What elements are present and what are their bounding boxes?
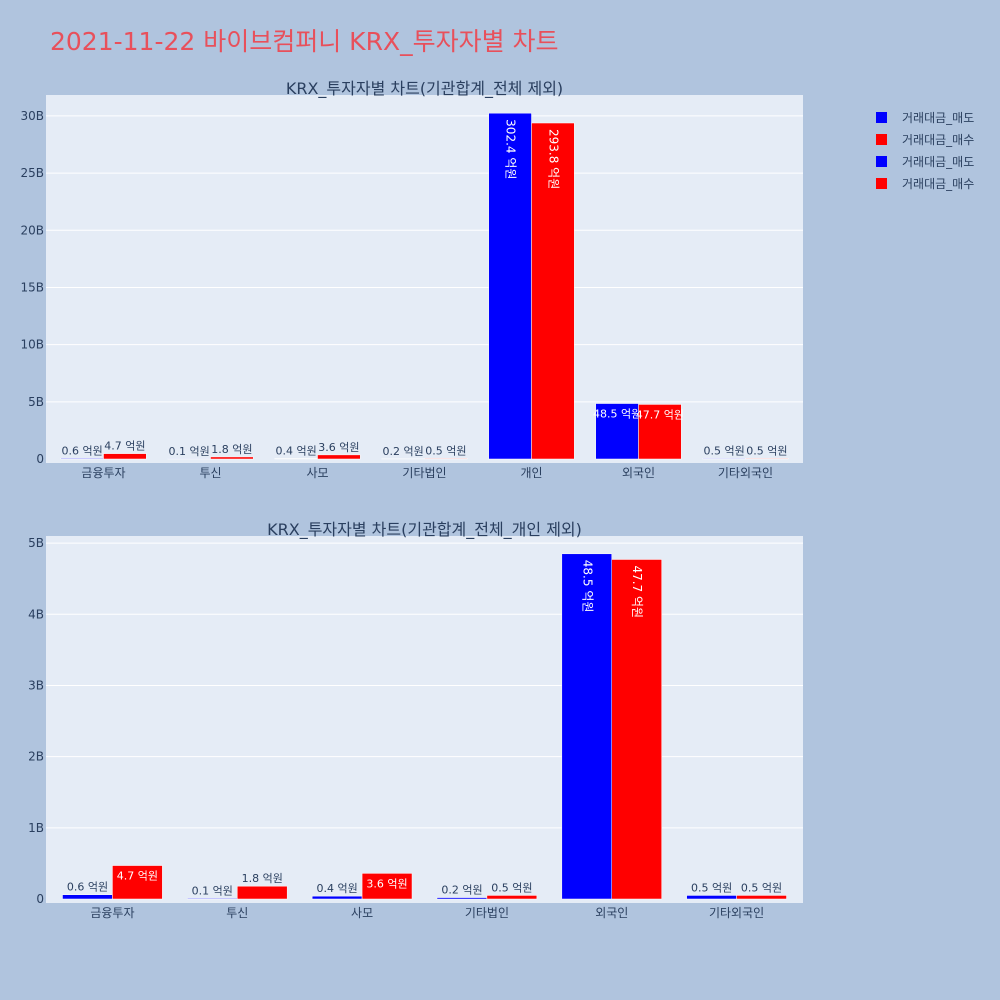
data-label: 302.4 억원 (504, 119, 518, 179)
y-tick-label: 15B (20, 280, 44, 294)
legend-item[interactable]: 거래대금_매도 (876, 106, 974, 128)
legend-item[interactable]: 거래대금_매도 (876, 150, 974, 172)
bar (702, 458, 746, 460)
legend-label: 거래대금_매도 (902, 110, 975, 125)
bar (638, 404, 682, 460)
x-tick-label: 개인 (520, 466, 542, 480)
y-tick-label: 25B (20, 166, 44, 180)
data-label: 0.6 억원 (61, 444, 102, 457)
bar (424, 458, 468, 460)
legend-label: 거래대금_매수 (902, 132, 975, 147)
y-tick-label: 2B (28, 750, 44, 764)
bar (531, 122, 575, 460)
data-label: 48.5 억원 (580, 560, 594, 613)
y-tick-label: 4B (28, 607, 44, 621)
legend-swatch (876, 111, 887, 123)
legend: 거래대금_매도 거래대금_매수 거래대금_매도 거래대금_매수 (876, 106, 974, 194)
legend-item[interactable]: 거래대금_매수 (876, 172, 974, 194)
x-tick-label: 외국인 (595, 906, 628, 920)
bar (686, 895, 737, 900)
page-title: 2021-11-22 바이브컴퍼니 KRX_투자자별 차트 (50, 27, 559, 56)
data-label: 3.6 억원 (366, 877, 407, 890)
data-label: 47.7 억원 (630, 565, 644, 618)
chart-title: KRX_투자자별 차트(기관합계_전체_개인 제외) (267, 520, 582, 540)
bar (595, 403, 639, 460)
y-tick-label: 3B (28, 678, 44, 692)
bar (311, 895, 363, 900)
x-tick-label: 사모 (351, 906, 373, 920)
bar (361, 873, 413, 900)
bar (62, 894, 113, 900)
data-label: 0.5 억원 (741, 881, 782, 894)
data-label: 293.8 억원 (546, 129, 560, 189)
x-tick-label: 기타법인 (402, 466, 446, 480)
y-tick-label: 5B (28, 395, 44, 409)
data-label: 4.7 억원 (104, 440, 145, 453)
data-label: 0.4 억원 (316, 882, 357, 895)
data-label: 0.2 억원 (441, 884, 482, 897)
data-label: 0.5 억원 (491, 881, 532, 894)
y-tick-label: 5B (28, 536, 44, 550)
x-tick-label: 투신 (199, 466, 221, 480)
legend-swatch (876, 155, 887, 167)
bar (486, 895, 538, 900)
data-label: 0.1 억원 (192, 884, 233, 897)
plot-area (46, 95, 803, 463)
data-label: 48.5 억원 (593, 408, 641, 421)
data-label: 0.1 억원 (168, 445, 209, 458)
bar (187, 898, 238, 900)
legend-swatch (876, 177, 887, 189)
data-label: 0.5 억원 (425, 444, 466, 457)
legend-item[interactable]: 거래대금_매수 (876, 128, 974, 150)
bar (317, 454, 361, 460)
x-tick-label: 기타외국인 (709, 906, 764, 920)
legend-swatch (876, 133, 887, 145)
x-tick-label: 기타법인 (465, 906, 509, 920)
y-tick-label: 1B (28, 821, 44, 835)
y-tick-label: 0 (36, 892, 44, 906)
data-label: 0.4 억원 (275, 445, 316, 458)
x-tick-label: 사모 (306, 466, 328, 480)
data-label: 1.8 억원 (242, 872, 283, 885)
x-tick-label: 금융투자 (81, 466, 125, 480)
bar (103, 453, 147, 460)
bar (745, 458, 789, 460)
bar (436, 897, 488, 900)
legend-label: 거래대금_매수 (902, 176, 975, 191)
data-label: 1.8 억원 (211, 443, 252, 456)
data-label: 0.5 억원 (746, 444, 787, 457)
x-tick-label: 투신 (226, 906, 248, 920)
y-tick-label: 20B (20, 223, 44, 237)
bar (561, 553, 612, 900)
bar (237, 885, 288, 900)
bar (60, 458, 104, 460)
data-label: 3.6 억원 (318, 441, 359, 454)
data-label: 0.5 억원 (691, 881, 732, 894)
bar (736, 895, 787, 900)
bar (611, 559, 662, 900)
bar (210, 456, 254, 460)
legend-label: 거래대금_매도 (902, 154, 975, 169)
x-tick-label: 외국인 (622, 466, 655, 480)
bar (112, 865, 163, 900)
x-tick-label: 금융투자 (90, 906, 134, 920)
data-label: 4.7 억원 (117, 870, 158, 883)
y-tick-label: 0 (36, 452, 44, 466)
data-label: 0.2 억원 (382, 445, 423, 458)
data-label: 0.5 억원 (703, 444, 744, 457)
x-tick-label: 기타외국인 (718, 466, 773, 480)
plot-area (46, 536, 803, 903)
y-tick-label: 10B (20, 338, 44, 352)
data-label: 47.7 억원 (636, 408, 684, 421)
data-label: 0.6 억원 (67, 881, 108, 894)
chart-title: KRX_투자자별 차트(기관합계_전체 제외) (286, 79, 563, 99)
y-tick-label: 30B (20, 109, 44, 123)
